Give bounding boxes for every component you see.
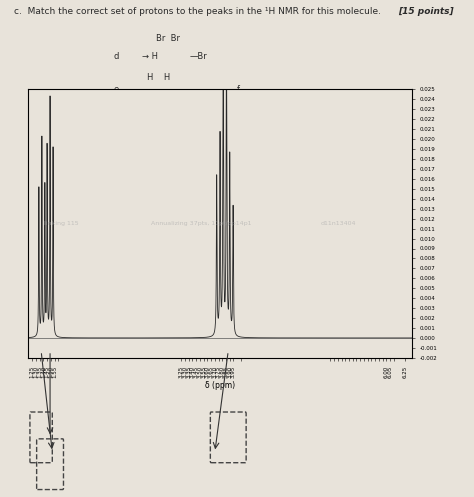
Text: —Br: —Br: [190, 52, 207, 61]
Text: → H: → H: [142, 52, 158, 61]
Text: Br  Br: Br Br: [156, 34, 181, 43]
Text: Annualizing 37pts, 11pt/pp14p1: Annualizing 37pts, 11pt/pp14p1: [151, 221, 252, 226]
Text: e: e: [114, 85, 119, 94]
Text: d: d: [114, 52, 119, 61]
Text: f: f: [237, 85, 240, 94]
Text: c.  Match the correct set of protons to the peaks in the ¹H NMR for this molecul: c. Match the correct set of protons to t…: [14, 7, 381, 16]
Text: [15 points]: [15 points]: [398, 7, 454, 16]
X-axis label: δ (ppm): δ (ppm): [205, 381, 236, 390]
Text: H    H: H H: [147, 74, 170, 83]
Text: d11n13404: d11n13404: [320, 221, 356, 226]
Text: linking 115: linking 115: [44, 221, 78, 226]
